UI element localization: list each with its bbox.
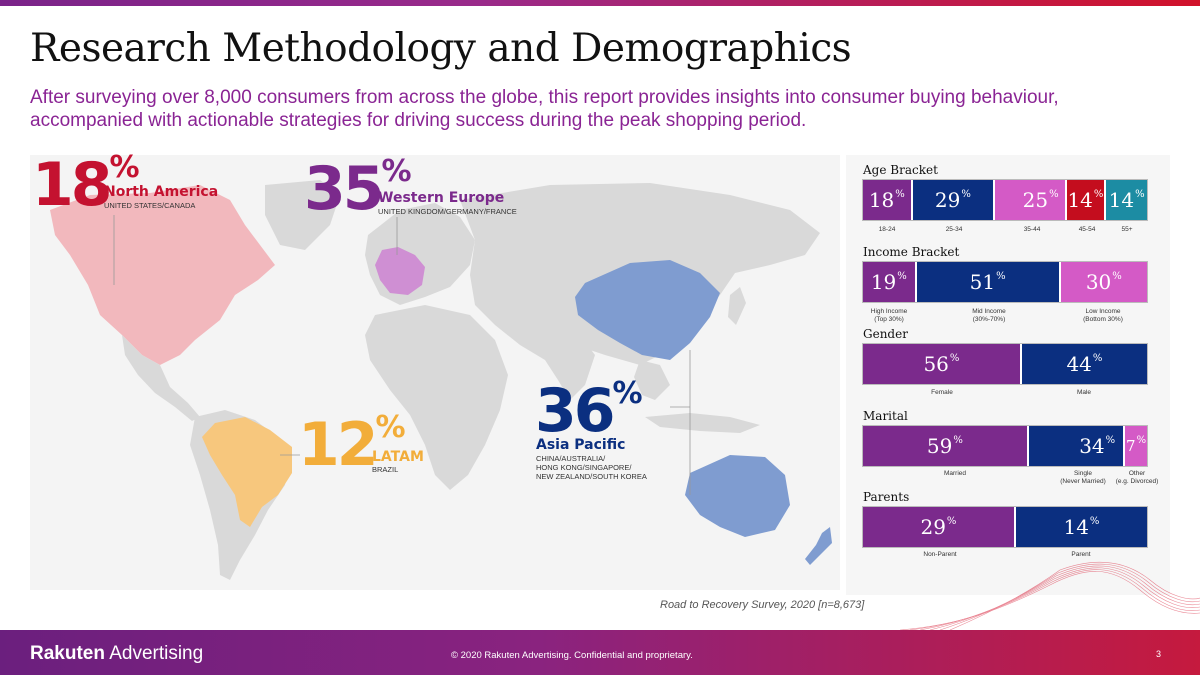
age-label-18-24: 18-24 xyxy=(878,226,896,233)
north-america-shape xyxy=(50,185,275,365)
gender-title: Gender xyxy=(863,327,908,341)
age-bracket-bar: 18% 29% 25% 14% 14% xyxy=(862,179,1148,221)
region-value: 36 xyxy=(535,376,615,446)
parents-parent-segment: 14% xyxy=(1015,507,1147,547)
region-asia-pacific-detail: CHINA/AUSTRALIA/ HONG KONG/SINGAPORE/ NE… xyxy=(536,454,647,481)
gender-label-male: Male xyxy=(1076,389,1092,396)
africa-shape xyxy=(365,305,508,490)
region-western-europe-percent: 35% xyxy=(304,157,412,220)
marital-title: Marital xyxy=(863,409,908,423)
region-asia-pacific-name: Asia Pacific xyxy=(536,437,626,453)
income-label-low: Low Income (Bottom 30%) xyxy=(1083,308,1123,323)
income-high-segment: 19% xyxy=(863,262,917,302)
income-bracket-bar: 19% 51% 30% xyxy=(862,261,1148,303)
brazil-shape xyxy=(202,417,292,527)
marital-other-segment: 7% xyxy=(1125,426,1147,466)
indonesia-shape xyxy=(645,413,760,433)
southeast-asia-shape xyxy=(634,360,670,400)
gender-bar: 56% 44% xyxy=(862,343,1148,385)
age-label-55-plus: 55+ xyxy=(1121,226,1133,233)
india-shape xyxy=(545,335,595,400)
gender-label-female: Female xyxy=(931,389,953,396)
footer-bar xyxy=(0,630,1200,675)
top-accent-stripe xyxy=(0,0,1200,6)
marital-label-single: Single (Never Married) xyxy=(1060,470,1106,485)
age-bracket-title: Age Bracket xyxy=(863,163,938,177)
copyright-text: © 2020 Rakuten Advertising. Confidential… xyxy=(451,650,693,661)
page-title: Research Methodology and Demographics xyxy=(30,26,852,71)
world-map xyxy=(30,155,840,590)
age-35-44-segment: 25% xyxy=(995,180,1067,220)
percent-sign: % xyxy=(381,154,412,189)
marital-married-segment: 59% xyxy=(863,426,1029,466)
new-zealand-shape xyxy=(805,527,832,565)
china-shape xyxy=(575,260,720,360)
world-map-graphic xyxy=(50,180,832,580)
marital-label-married: Married xyxy=(943,470,967,477)
parents-label-parent: Parent xyxy=(1071,551,1091,558)
page-number: 3 xyxy=(1156,649,1162,659)
income-label-mid: Mid Income (30%-70%) xyxy=(972,308,1006,323)
parents-bar: 29% 14% xyxy=(862,506,1148,548)
age-45-54-segment: 14% xyxy=(1066,180,1107,220)
rakuten-advertising-logo: Rakuten Advertising xyxy=(30,643,204,664)
parents-non-parent-segment: 29% xyxy=(863,507,1016,547)
region-value: 35 xyxy=(304,154,384,224)
percent-sign: % xyxy=(612,376,643,411)
marital-label-other: Other (e.g. Divorced) xyxy=(1115,470,1159,485)
western-europe-shape xyxy=(375,247,425,295)
region-western-europe-detail: UNITED KINGDOM/GERMANY/FRANCE xyxy=(378,207,517,216)
region-north-america-detail: UNITED STATES/CANADA xyxy=(104,201,196,210)
age-18-24-segment: 18% xyxy=(863,180,913,220)
page-subtitle: After surveying over 8,000 consumers fro… xyxy=(30,87,1059,131)
region-western-europe-name: Western Europe xyxy=(378,190,505,206)
gender-male-segment: 44% xyxy=(1021,344,1147,384)
percent-sign: % xyxy=(375,410,406,445)
region-value: 12 xyxy=(298,410,378,480)
gender-female-segment: 56% xyxy=(863,344,1022,384)
region-north-america-percent: 18% xyxy=(32,153,140,216)
region-value: 18 xyxy=(32,150,112,220)
income-low-segment: 30% xyxy=(1060,262,1147,302)
parents-title: Parents xyxy=(863,490,910,504)
region-north-america-name: North America xyxy=(104,184,219,200)
australia-shape xyxy=(685,455,790,537)
age-label-45-54: 45-54 xyxy=(1078,226,1096,233)
region-latam-percent: 12% xyxy=(298,413,406,476)
region-asia-pacific-percent: 36% xyxy=(535,379,643,442)
marital-bar: 59% 34% 7% xyxy=(862,425,1148,467)
decorative-wave-graphic xyxy=(900,561,1200,630)
region-latam-name: LATAM xyxy=(372,449,424,465)
region-latam-detail: BRAZIL xyxy=(372,465,399,474)
percent-sign: % xyxy=(109,150,140,185)
central-america-shape xyxy=(122,335,200,421)
income-bracket-title: Income Bracket xyxy=(863,245,960,259)
greenland-shape xyxy=(265,180,340,250)
age-label-25-34: 25-34 xyxy=(945,226,963,233)
marital-single-segment: 34% xyxy=(1028,426,1126,466)
income-label-high: High Income (Top 30%) xyxy=(870,308,908,323)
age-25-34-segment: 29% xyxy=(912,180,996,220)
japan-shape xyxy=(728,287,746,325)
age-55-plus-segment: 14% xyxy=(1106,180,1147,220)
income-mid-segment: 51% xyxy=(916,262,1061,302)
source-note: Road to Recovery Survey, 2020 [n=8,673] xyxy=(660,599,865,611)
parents-label-non-parent: Non-Parent xyxy=(923,551,957,558)
age-label-35-44: 35-44 xyxy=(1023,226,1041,233)
